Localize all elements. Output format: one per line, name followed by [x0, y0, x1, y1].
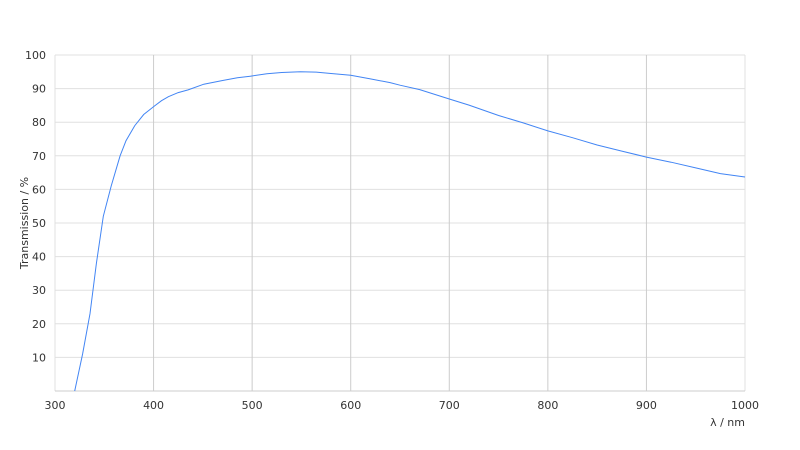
y-tick-label: 10 — [32, 351, 46, 364]
y-tick-label: 70 — [32, 150, 46, 163]
y-tick-label: 30 — [32, 284, 46, 297]
grid — [54, 54, 746, 392]
x-tick-label: 500 — [242, 399, 263, 412]
y-tick-label: 40 — [32, 251, 46, 264]
y-tick-label: 100 — [25, 49, 46, 62]
x-tick-label: 700 — [439, 399, 460, 412]
x-tick-label: 300 — [45, 399, 66, 412]
y-tick-label: 90 — [32, 83, 46, 96]
x-tick-label: 600 — [340, 399, 361, 412]
x-axis-label: λ / nm — [710, 416, 745, 429]
y-tick-label: 20 — [32, 318, 46, 331]
x-tick-label: 400 — [143, 399, 164, 412]
y-tick-label: 80 — [32, 116, 46, 129]
series-line — [74, 71, 746, 392]
x-tick-label: 900 — [636, 399, 657, 412]
x-tick-label: 1000 — [731, 399, 759, 412]
x-tick-label: 800 — [537, 399, 558, 412]
y-tick-label: 50 — [32, 217, 46, 230]
y-tick-label: 60 — [32, 183, 46, 196]
y-axis-label: Transmission / % — [18, 177, 31, 270]
x-tick-labels: 300 400 500 600 700 800 900 1000 — [45, 399, 760, 412]
y-tick-labels: 10 20 30 40 50 60 70 80 90 100 — [25, 49, 46, 364]
